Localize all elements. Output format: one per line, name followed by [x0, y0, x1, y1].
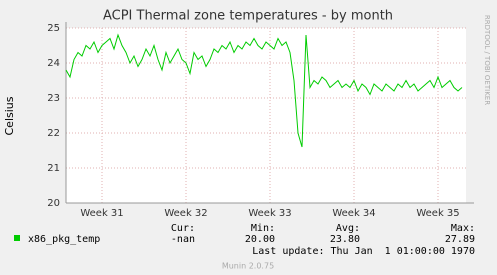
x-tick-label: Week 35 [416, 208, 459, 219]
legend-value: 27.89 [445, 234, 475, 245]
side-text: RRDTOOL / TOBI OETIKER [483, 15, 491, 105]
chart-title: ACPI Thermal zone temperatures - by mont… [103, 9, 393, 24]
legend-swatch [14, 235, 20, 241]
legend-header: Avg: [336, 223, 360, 234]
y-axis-label: Celsius [3, 96, 16, 135]
y-tick-label: 23 [47, 93, 60, 104]
y-tick-label: 21 [47, 163, 60, 174]
x-tick-label: Week 32 [164, 208, 207, 219]
y-tick-label: 20 [47, 198, 60, 209]
legend-header: Max: [451, 223, 475, 234]
footer: Munin 2.0.75 [222, 262, 274, 271]
legend-value: 23.80 [330, 234, 360, 245]
x-tick-label: Week 33 [248, 208, 291, 219]
y-tick-label: 22 [47, 128, 60, 139]
y-tick-label: 25 [47, 23, 60, 34]
x-tick-label: Week 31 [80, 208, 123, 219]
legend-header: Cur: [171, 223, 195, 234]
data-line [65, 33, 463, 148]
legend-label: x86_pkg_temp [28, 234, 100, 245]
y-tick-label: 24 [47, 58, 60, 69]
legend-value: 20.00 [245, 234, 275, 245]
legend-header: Min: [251, 223, 275, 234]
legend-value: -nan [171, 234, 195, 245]
last-update: Last update: Thu Jan 1 01:00:00 1970 [252, 246, 475, 257]
x-tick-label: Week 34 [332, 208, 375, 219]
plot-area [66, 28, 466, 203]
